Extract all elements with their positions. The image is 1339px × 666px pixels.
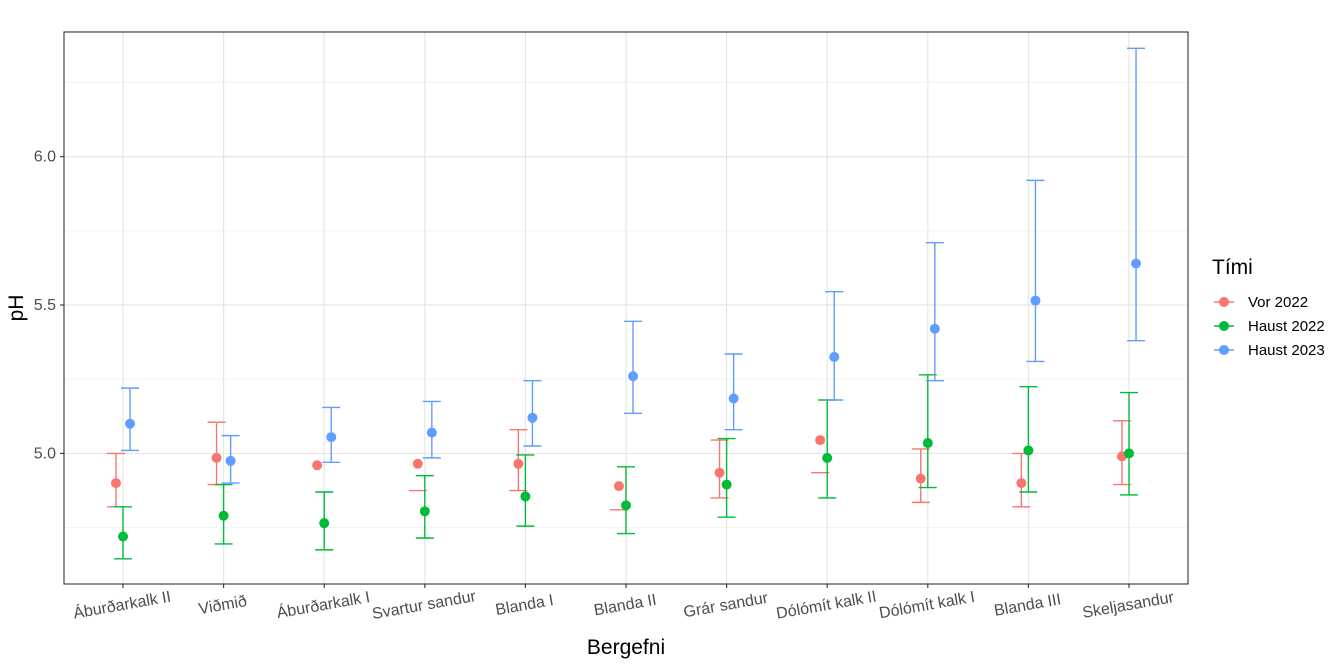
data-point [225,455,236,466]
x-tick-label: Viðmið [197,593,248,618]
data-point [728,393,739,404]
data-point [621,500,631,511]
data-point [628,371,639,382]
data-point [922,438,933,449]
data-point [1023,445,1034,456]
data-point [326,432,337,443]
data-point [319,518,330,529]
x-axis-title: Bergefni [587,636,665,659]
series-haust-2022 [114,374,1138,560]
data-point [218,510,229,521]
x-tick-label: Grár sandur [682,590,770,622]
legend-title: Tími [1212,256,1253,279]
x-tick-label: Blanda III [993,591,1063,619]
legend-key-point [1219,345,1229,355]
x-tick-label: Áburðarkalk II [72,587,173,623]
legend-label: Vor 2022 [1248,294,1308,311]
data-point [520,491,531,502]
legend-label: Haust 2023 [1248,342,1325,359]
data-point [815,435,826,446]
y-axis-title: pH [5,295,28,322]
data-point [1124,448,1134,459]
x-tick-label: Svartur sandur [371,588,478,623]
data-point [613,481,624,492]
legend-label: Haust 2022 [1248,318,1325,335]
series-haust-2023 [121,47,1146,484]
data-point [426,427,437,438]
data-point [211,452,222,463]
y-tick-label: 5.5 [34,297,56,314]
data-series [106,47,1146,560]
x-tick-label: Dólómít kalk II [775,588,878,622]
x-tick-label: Blanda I [494,592,555,619]
y-axis-ticks: 5.0 5.5 6.0 [34,149,64,462]
data-point [412,458,423,469]
x-tick-label: Blanda II [593,592,658,620]
legend-key-point [1219,297,1229,307]
data-point [125,418,136,429]
data-point [721,479,732,490]
data-point [312,460,323,471]
data-point [527,412,538,423]
data-point [1030,295,1041,306]
legend-item: Haust 2022 [1214,318,1325,335]
x-axis-ticks: Áburðarkalk II Viðmið Áburðarkalk I Svartur… [72,584,1176,623]
x-tick-label: Skeljasandur [1081,589,1176,622]
legend-item: Haust 2023 [1214,342,1325,359]
data-point [915,473,926,484]
panel-border [63,31,1189,585]
data-point [513,458,524,469]
x-tick-label: Áburðarkalk I [275,587,371,622]
x-tick-label: Dólómít kalk I [878,589,976,623]
data-point [1131,258,1142,269]
data-point [419,506,430,517]
data-point [714,467,725,478]
data-point [929,323,940,334]
legend-item: Vor 2022 [1214,294,1308,311]
y-tick-label: 5.0 [34,445,56,462]
data-point [1016,478,1027,489]
legend: Tími Vor 2022 Haust 2022 Haust 2023 [1212,256,1325,359]
data-point [118,531,128,542]
data-point [822,452,833,463]
data-point [110,478,121,489]
y-tick-label: 6.0 [34,149,56,166]
data-point [829,351,840,362]
legend-key-point [1219,321,1229,331]
